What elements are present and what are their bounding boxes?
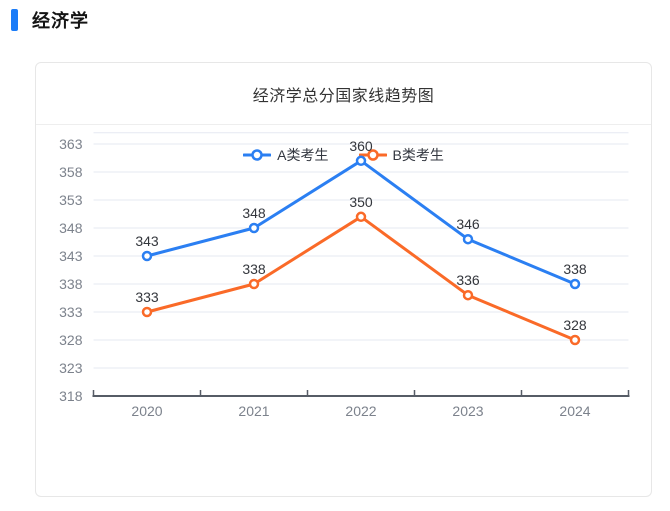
line-chart: 318 323 328 333 338 343 348 353 358 363 2020 2021 20…	[59, 132, 630, 419]
chart-card-header: 经济学总分国家线趋势图	[36, 63, 651, 125]
data-point-marker	[355, 155, 367, 167]
y-axis-tick-label: 353	[59, 192, 83, 208]
data-point-label: 338	[563, 261, 587, 277]
x-axis-tick-label: 2022	[345, 403, 376, 419]
y-axis-tick-label: 348	[59, 220, 83, 236]
y-axis-tick-label: 323	[59, 360, 83, 376]
data-point-label: 350	[349, 194, 373, 210]
y-axis-tick-label: 318	[59, 388, 83, 404]
data-point-label: 328	[563, 317, 587, 333]
y-axis-tick-label: 338	[59, 276, 83, 292]
data-point-label: 360	[349, 138, 373, 154]
legend-label: A类考生	[277, 147, 329, 163]
data-point-marker	[141, 306, 153, 318]
legend-item-B类考生[interactable]: B类考生	[358, 145, 444, 165]
data-point-label: 348	[242, 205, 266, 221]
x-axis-tick-label: 2021	[238, 403, 269, 419]
data-point-marker	[569, 278, 581, 290]
y-axis-tick-label: 333	[59, 304, 83, 320]
section-accent-bar	[11, 9, 18, 31]
data-point-label: 333	[135, 289, 159, 305]
chart-card: 经济学总分国家线趋势图 A类考生 B类考生 318 323 328 333 338 343 3…	[35, 62, 652, 497]
legend-item-A类考生[interactable]: A类考生	[243, 145, 329, 165]
data-point-marker	[248, 222, 260, 234]
y-axis-tick-label: 343	[59, 248, 83, 264]
series-line	[145, 159, 577, 286]
data-point-marker	[462, 233, 474, 245]
x-axis-tick-label: 2020	[131, 403, 162, 419]
section-header: 经济学	[11, 8, 89, 32]
series-line	[145, 215, 577, 342]
legend-marker-icon	[358, 149, 387, 161]
data-point-marker	[248, 278, 260, 290]
x-axis-tick-label: 2023	[452, 403, 483, 419]
data-point-marker	[569, 334, 581, 346]
y-axis-tick-label: 328	[59, 332, 83, 348]
chart-legend: A类考生 B类考生	[36, 145, 651, 165]
chart-title: 经济学总分国家线趋势图	[252, 87, 435, 105]
y-axis-tick-label: 363	[59, 136, 83, 152]
data-point-label: 343	[135, 233, 159, 249]
legend-label: B类考生	[392, 147, 444, 163]
data-point-marker	[141, 250, 153, 262]
data-point-marker	[462, 289, 474, 301]
section-title: 经济学	[32, 11, 89, 31]
x-axis-tick-label: 2024	[559, 403, 590, 419]
legend-marker-icon	[243, 149, 272, 161]
data-point-label: 338	[242, 261, 266, 277]
data-point-label: 336	[456, 272, 480, 288]
data-point-label: 346	[456, 216, 480, 232]
data-point-marker	[355, 211, 367, 223]
y-axis-tick-label: 358	[59, 164, 83, 180]
